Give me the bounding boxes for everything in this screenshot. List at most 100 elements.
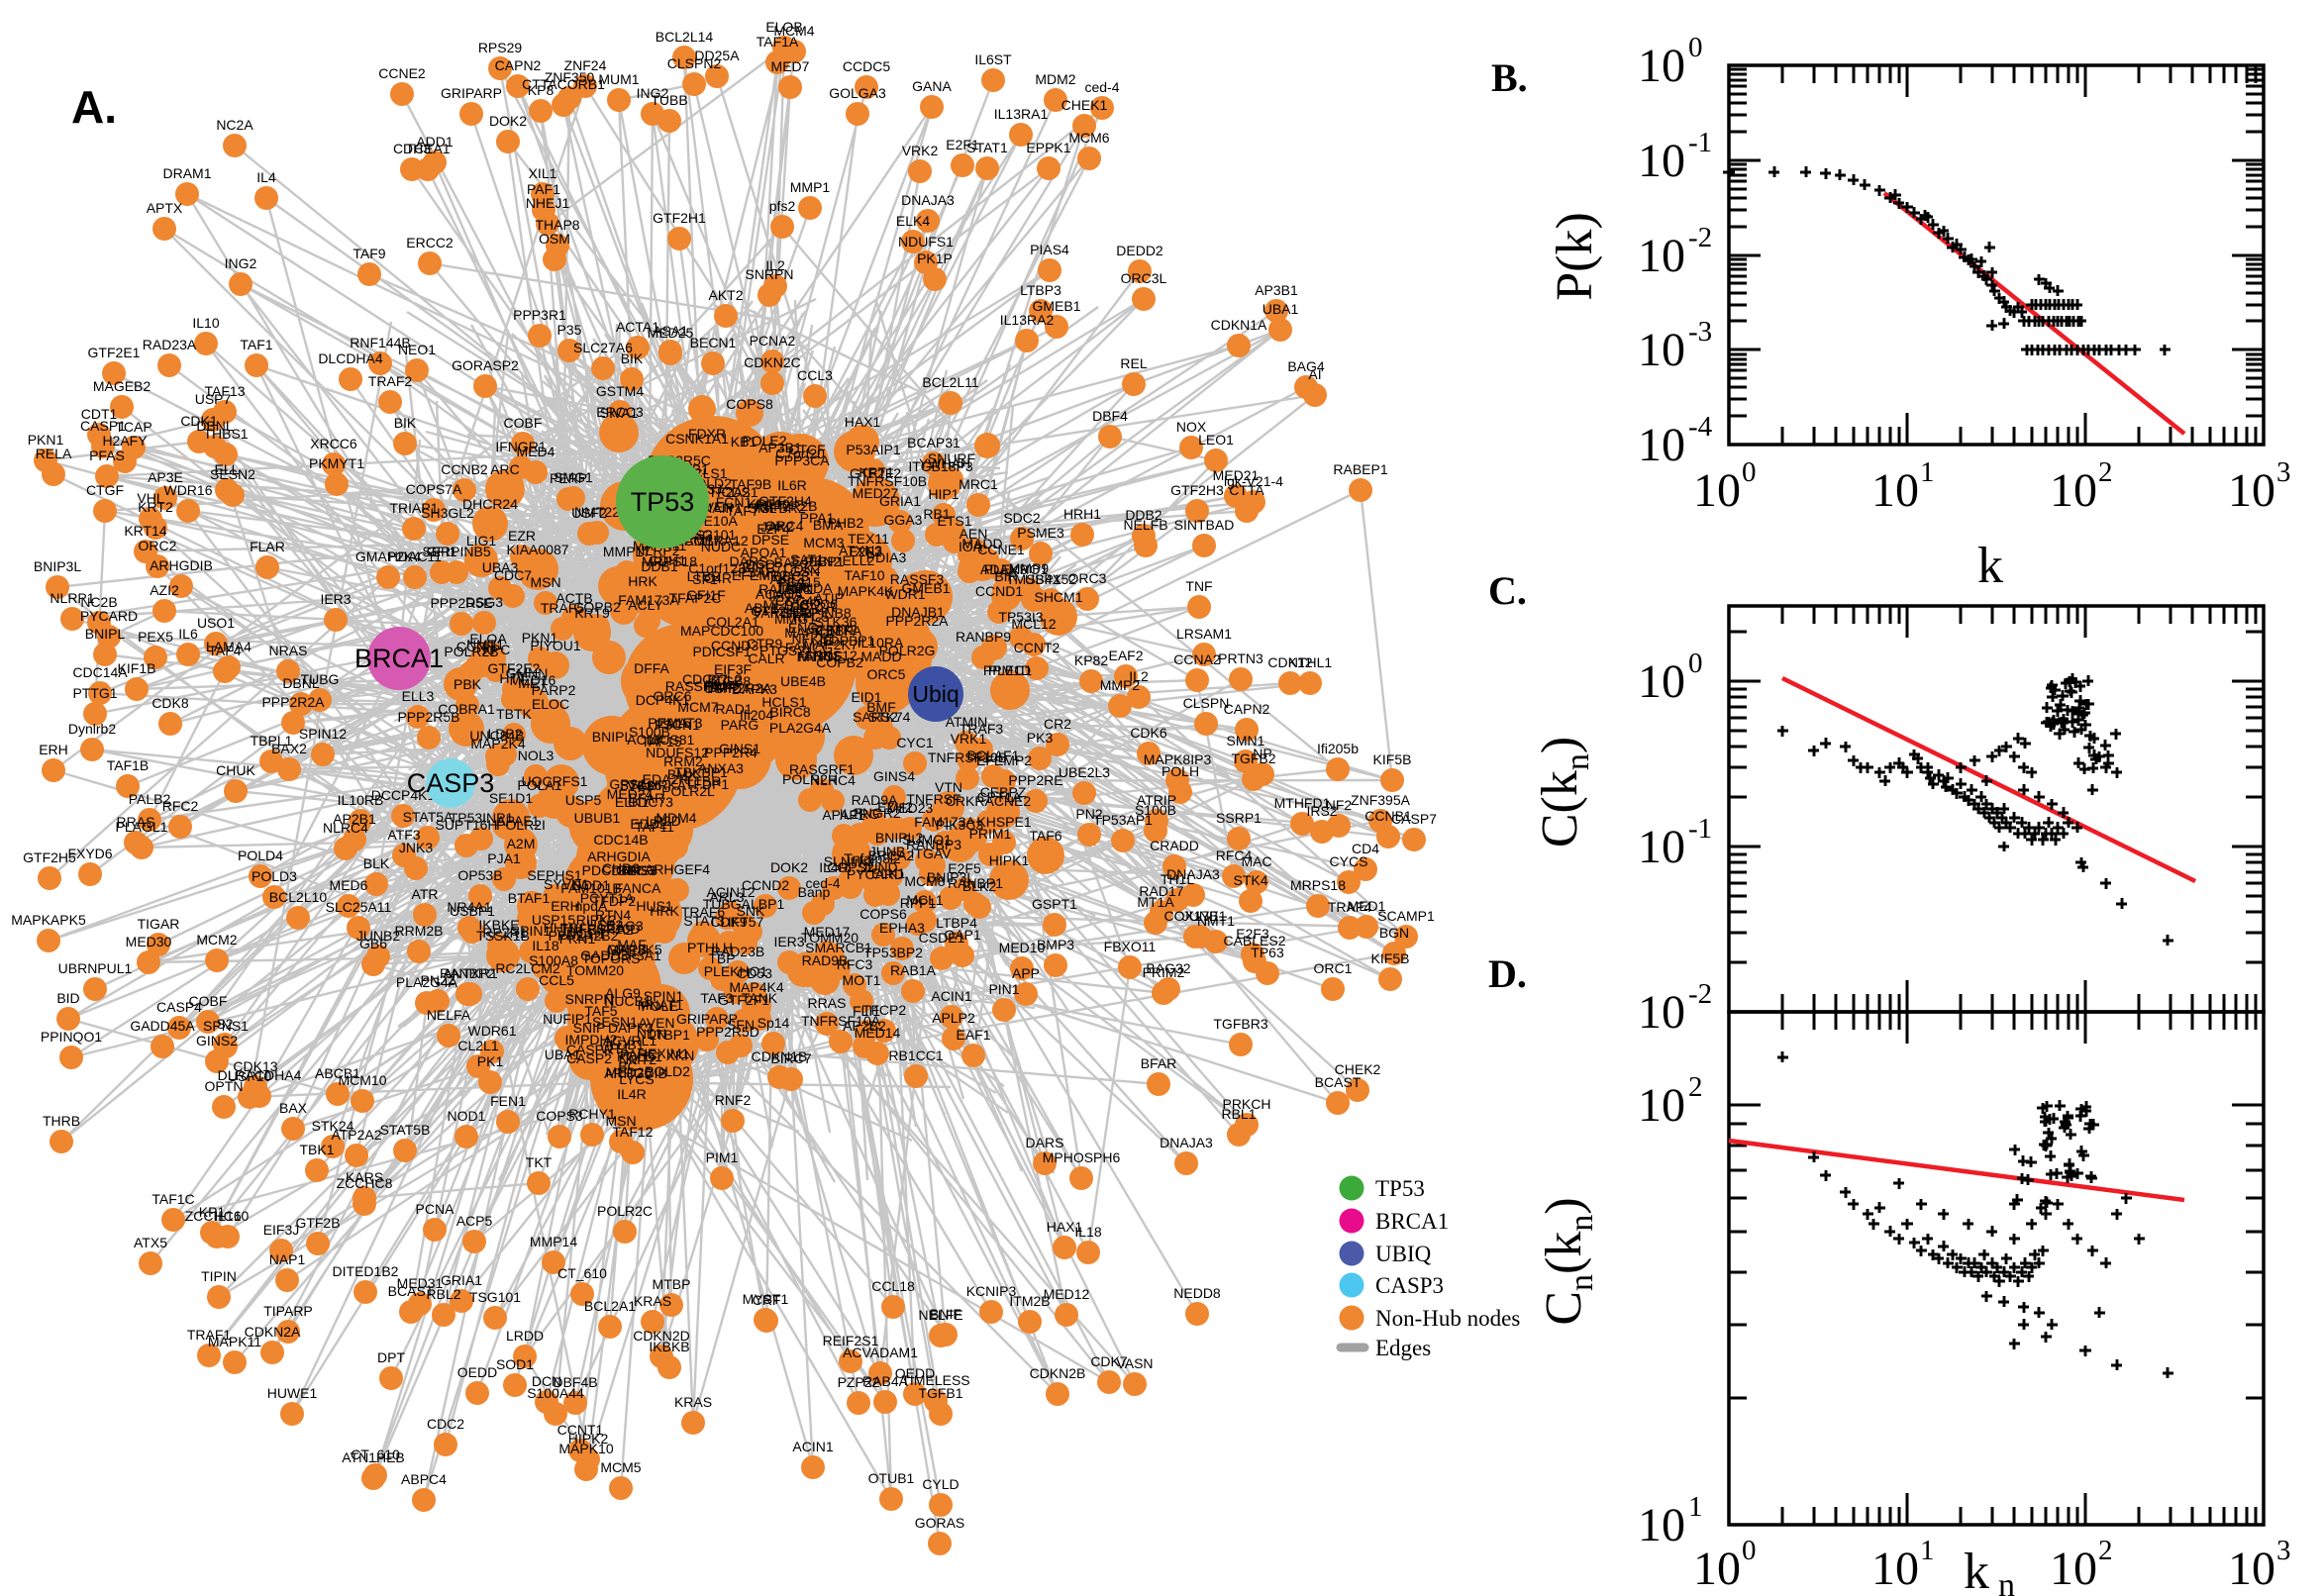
svg-text:CCNT2: CCNT2 (1014, 640, 1060, 655)
svg-text:APLP2: APLP2 (932, 1010, 975, 1026)
svg-text:CTR9: CTR9 (747, 636, 783, 651)
svg-text:RABEP1: RABEP1 (1333, 461, 1387, 477)
svg-text:BNIP3L: BNIP3L (34, 558, 81, 574)
svg-text:SPNS1: SPNS1 (203, 1018, 249, 1034)
svg-text:10: 10 (2050, 464, 2097, 517)
svg-text:FNGR2: FNGR2 (854, 805, 901, 821)
svg-text:GFI1: GFI1 (426, 544, 456, 559)
svg-text:PPP3R1: PPP3R1 (513, 307, 566, 323)
svg-text:10: 10 (1638, 1499, 1685, 1551)
svg-text:ATN1HEB: ATN1HEB (342, 1449, 405, 1465)
svg-text:TFCP2: TFCP2 (862, 1002, 907, 1018)
svg-text:ELL: ELL (215, 461, 240, 477)
svg-text:TP53BP2: TP53BP2 (863, 945, 923, 960)
svg-text:TFDP2: TFDP2 (592, 893, 637, 909)
svg-text:SPNS12: SPNS12 (804, 648, 858, 663)
svg-text:TOMM20: TOMM20 (566, 962, 624, 978)
svg-text:POLD1: POLD1 (617, 1048, 662, 1064)
svg-text:10: 10 (1693, 1543, 1741, 1595)
svg-text:MED23: MED23 (887, 800, 934, 816)
svg-text:FAM101B: FAM101B (560, 880, 621, 896)
svg-text:DD25A: DD25A (694, 48, 740, 63)
svg-text:10: 10 (2228, 1543, 2275, 1595)
svg-text:MAP2K4: MAP2K4 (470, 736, 525, 751)
svg-text:P35: P35 (557, 322, 582, 338)
svg-text:TOMM20: TOMM20 (801, 930, 858, 946)
svg-text:AURKA: AURKA (639, 777, 687, 793)
svg-text:PPINQO1: PPINQO1 (41, 1029, 102, 1045)
svg-text:MNDA: MNDA (791, 580, 833, 596)
svg-text:E2F2: E2F2 (849, 544, 882, 559)
svg-text:RTN4: RTN4 (595, 907, 632, 923)
svg-text:EAF1: EAF1 (956, 1027, 990, 1043)
svg-text:GRIA1: GRIA1 (879, 493, 921, 509)
svg-text:SCAMP1: SCAMP1 (1377, 908, 1435, 924)
svg-text:IFNGR1: IFNGR1 (495, 439, 547, 454)
svg-text:PPP2R2A: PPP2R2A (709, 680, 772, 696)
svg-text:ENG: ENG (788, 620, 818, 636)
svg-text:IER3: IER3 (320, 591, 351, 607)
svg-text:GMAP2K4: GMAP2K4 (355, 549, 421, 564)
svg-text:GTF2H1: GTF2H1 (653, 210, 706, 226)
svg-text:ADAM9: ADAM9 (980, 561, 1028, 577)
svg-text:EFEMP2: EFEMP2 (732, 567, 787, 583)
svg-text:MCM3: MCM3 (803, 535, 844, 550)
svg-text:USF2: USF2 (571, 505, 607, 521)
svg-text:UBIQ: UBIQ (1375, 1242, 1432, 1266)
svg-text:IER3: IER3 (773, 934, 804, 949)
svg-text:CDC7: CDC7 (494, 567, 532, 583)
svg-text:KP1: KP1 (199, 1204, 226, 1220)
svg-text:SERPINB5: SERPINB5 (422, 544, 490, 559)
svg-text:Edges: Edges (1375, 1336, 1431, 1360)
svg-text:ACIN1: ACIN1 (931, 988, 971, 1004)
svg-text:TSSK1B: TSSK1B (476, 928, 530, 944)
svg-text:UBUB1: UBUB1 (574, 810, 621, 826)
svg-text:NOX: NOX (1176, 419, 1207, 435)
svg-text:EAF2: EAF2 (1108, 648, 1143, 663)
svg-text:Sp14: Sp14 (758, 1015, 790, 1031)
svg-text:IL6: IL6 (178, 626, 198, 642)
svg-text:PTTG1: PTTG1 (72, 685, 117, 701)
svg-text:ORC6: ORC6 (654, 688, 692, 704)
svg-text:GADD45A: GADD45A (130, 1018, 195, 1034)
svg-text:HIPK2: HIPK2 (568, 1431, 609, 1446)
svg-text:USBP1: USBP1 (450, 903, 495, 919)
svg-text:TIPIN: TIPIN (201, 1268, 237, 1284)
svg-text:ARHGDIB: ARHGDIB (604, 1065, 667, 1081)
svg-text:SESN1: SESN1 (592, 1014, 638, 1030)
svg-text:EIF3F: EIF3F (714, 661, 752, 677)
svg-text:RFC4: RFC4 (1216, 848, 1253, 863)
svg-text:CCNB1: CCNB1 (1364, 808, 1412, 824)
svg-text:NDN: NDN (637, 1026, 666, 1042)
svg-text:CDH3: CDH3 (393, 141, 431, 156)
svg-text:CHUK: CHUK (216, 762, 255, 778)
svg-text:TP53: TP53 (1375, 1176, 1425, 1201)
svg-text:BAX: BAX (279, 1100, 308, 1116)
svg-text:JUND: JUND (860, 859, 897, 875)
svg-text:DAPK3: DAPK3 (732, 681, 777, 697)
svg-text:EDA2R: EDA2R (790, 599, 837, 615)
svg-text:TH1L: TH1L (1161, 871, 1194, 887)
svg-text:CASP4: CASP4 (156, 999, 202, 1015)
svg-text:MED26: MED26 (606, 1064, 653, 1080)
svg-text:CCL3: CCL3 (797, 367, 833, 383)
svg-text:ORC3: ORC3 (1068, 570, 1107, 586)
svg-text:MED24: MED24 (607, 786, 654, 802)
svg-text:PPP3CA: PPP3CA (774, 452, 830, 468)
svg-text:ACACA: ACACA (756, 586, 804, 602)
svg-text:SYVN1: SYVN1 (544, 876, 589, 892)
svg-text:BRCA2: BRCA2 (868, 848, 915, 863)
svg-text:USP15: USP15 (532, 912, 576, 928)
svg-text:KCNIP3: KCNIP3 (966, 1283, 1017, 1299)
svg-text:CEBPZ: CEBPZ (980, 784, 1027, 800)
svg-text:IL4: IL4 (256, 169, 276, 185)
svg-text:10: 10 (1693, 464, 1741, 517)
svg-text:CDH1: CDH1 (649, 552, 686, 568)
svg-text:-4: -4 (1688, 411, 1713, 443)
svg-text:LRDD: LRDD (506, 1328, 544, 1344)
svg-text:KHSPE1: KHSPE1 (976, 814, 1031, 830)
svg-text:FANCG: FANCG (785, 640, 833, 655)
svg-text:TAF10: TAF10 (845, 567, 885, 583)
svg-text:RIPK2: RIPK2 (576, 912, 617, 928)
svg-text:DOK2: DOK2 (770, 859, 808, 875)
